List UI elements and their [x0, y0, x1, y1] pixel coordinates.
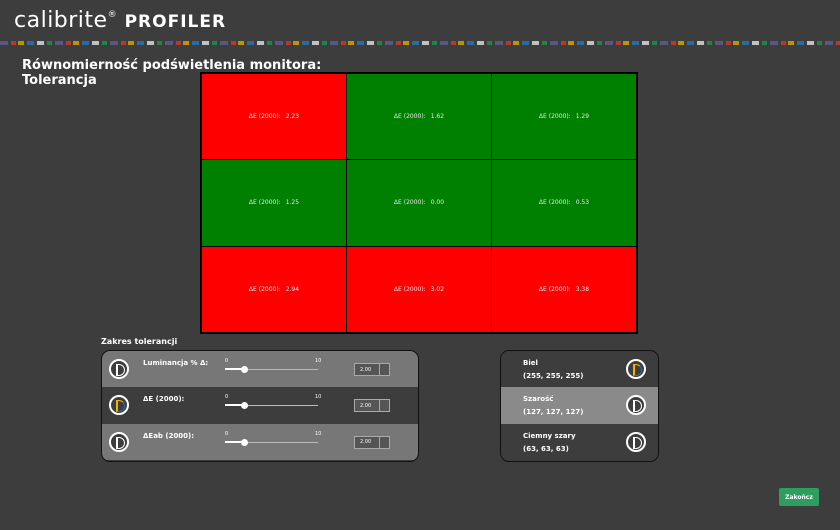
cell-value: 1.29: [575, 113, 590, 121]
slider-track[interactable]: [225, 402, 318, 410]
patch-name: Biel: [523, 359, 538, 367]
patch-row[interactable]: Szarość (127, 127, 127): [501, 387, 658, 424]
cell-value: 3.38: [575, 285, 590, 293]
cell-value: 3.02: [430, 285, 445, 293]
patch-row[interactable]: Biel (255, 255, 255): [501, 351, 658, 388]
slider-knob[interactable]: [240, 402, 248, 410]
cell-value: 1.25: [285, 199, 300, 207]
patch-rgb: (127, 127, 127): [523, 408, 584, 417]
cell-label: ΔE (2000):: [393, 113, 426, 121]
cell-value: 0.53: [575, 199, 590, 207]
cell-value: 1.62: [430, 113, 445, 121]
slider-fill: [225, 404, 244, 407]
cell-value: 0.00: [430, 199, 445, 207]
patch-info: Ciemny szary (63, 63, 63): [523, 430, 576, 456]
slider-fill: [225, 368, 244, 370]
cell-label: ΔE (2000):: [393, 285, 426, 293]
cell-label: ΔE (2000):: [248, 285, 281, 293]
tolerance-panel: Luminancja % Δ: 0 10 2.00 ΔE (2000): 0 10 2.00 Δ…: [101, 350, 419, 462]
toggle-icon[interactable]: [109, 395, 129, 416]
slider-knob[interactable]: [240, 438, 248, 446]
cell-value: 2.94: [285, 285, 300, 293]
uniformity-cell: ΔE (2000): 1.29: [492, 74, 636, 160]
value-spinbox[interactable]: 2.00: [354, 435, 390, 449]
cell-label: ΔE (2000):: [248, 199, 281, 207]
brand-name: calibrite: [14, 8, 108, 33]
page-title: Równomierność podświetlenia monitora:: [22, 58, 322, 73]
patch-info: Biel (255, 255, 255): [523, 357, 583, 383]
patch-icon[interactable]: [626, 359, 646, 379]
patch-name: Ciemny szary: [523, 431, 576, 440]
patch-rgb: (63, 63, 63): [523, 444, 569, 453]
row-label: ΔEab (2000):: [143, 431, 195, 440]
cell-label: ΔE (2000):: [248, 113, 281, 121]
tolerance-title: Zakres tolerancji: [101, 337, 178, 346]
product-name: PROFILER: [124, 12, 227, 32]
slider-min: 0: [225, 394, 229, 401]
patch-rgb: (255, 255, 255): [523, 372, 584, 380]
slider-max: 10: [315, 430, 322, 437]
patch-name: Szarość: [523, 395, 554, 404]
slider-min: 0: [225, 358, 229, 364]
cell-label: ΔE (2000):: [538, 113, 571, 121]
brand-logo: calibrite® PROFILER: [14, 8, 226, 33]
patch-info: Szarość (127, 127, 127): [523, 393, 583, 419]
brand-mark: ®: [107, 10, 118, 20]
value-spinbox[interactable]: 2.00: [354, 363, 390, 376]
uniformity-cell: ΔE (2000): 0.00: [347, 160, 491, 246]
tolerance-row: Luminancja % Δ: 0 10 2.00: [102, 351, 418, 388]
page-subtitle: Tolerancja: [22, 73, 97, 88]
cell-label: ΔE (2000):: [538, 199, 571, 207]
color-stripe: [0, 41, 840, 45]
uniformity-cell: ΔE (2000): 1.25: [202, 160, 346, 246]
uniformity-grid: ΔE (2000): 2.23 ΔE (2000): 1.62 ΔE (2000): 1.…: [200, 72, 638, 334]
uniformity-cell: ΔE (2000): 0.53: [492, 160, 636, 246]
row-label: ΔE (2000):: [143, 395, 185, 404]
finish-button[interactable]: Zakończ: [779, 488, 819, 506]
tolerance-row: ΔEab (2000): 0 10 2.00: [102, 423, 418, 460]
uniformity-cell: ΔE (2000): 3.38: [492, 246, 636, 332]
tolerance-row: ΔE (2000): 0 10 2.00: [102, 387, 418, 424]
slider-fill: [225, 440, 244, 443]
slider-max: 10: [315, 394, 322, 401]
patch-row[interactable]: Ciemny szary (63, 63, 63): [501, 423, 658, 460]
row-label: Luminancja % Δ:: [143, 359, 209, 367]
toggle-icon[interactable]: [109, 431, 129, 452]
uniformity-cell: ΔE (2000): 3.02: [347, 246, 491, 332]
toggle-icon[interactable]: [109, 359, 129, 379]
uniformity-cell: ΔE (2000): 2.94: [202, 246, 346, 332]
uniformity-cell: ΔE (2000): 2.23: [202, 74, 346, 160]
slider-knob[interactable]: [240, 366, 248, 373]
slider-track[interactable]: [225, 366, 318, 373]
value-spinbox[interactable]: 2.00: [354, 399, 390, 413]
patch-icon[interactable]: [626, 431, 646, 452]
slider-max: 10: [315, 358, 322, 364]
patch-icon[interactable]: [626, 395, 646, 416]
cell-value: 2.23: [285, 113, 300, 121]
slider-min: 0: [225, 430, 229, 437]
patch-panel: Biel (255, 255, 255) Szarość (127, 127, 127…: [500, 350, 659, 462]
uniformity-cell: ΔE (2000): 1.62: [347, 74, 491, 160]
slider-track[interactable]: [225, 438, 318, 446]
cell-label: ΔE (2000):: [538, 285, 571, 293]
cell-label: ΔE (2000):: [393, 199, 426, 207]
